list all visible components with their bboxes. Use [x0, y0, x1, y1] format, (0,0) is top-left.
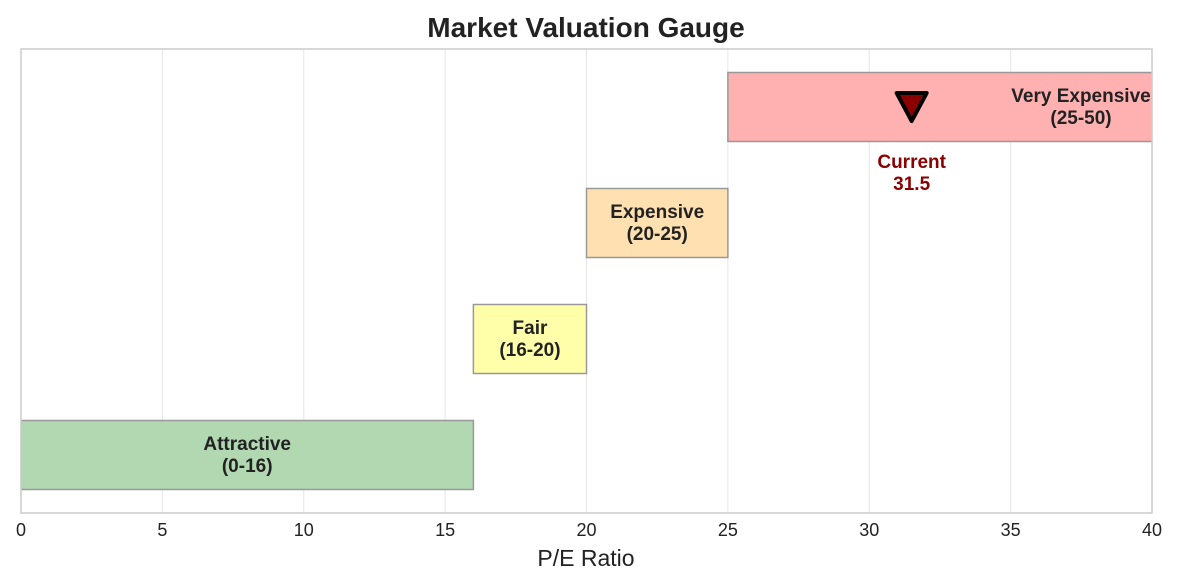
x-tick-label-4: 20	[576, 520, 596, 540]
x-tick-label-0: 0	[16, 520, 26, 540]
plot-frame	[20, 48, 1153, 514]
band-range-very-expensive: (25-50)	[1050, 108, 1111, 129]
band-name-attractive: Attractive	[203, 434, 291, 455]
x-tick-label-6: 30	[859, 520, 879, 540]
x-tick-label-5: 25	[718, 520, 738, 540]
x-axis-label: P/E Ratio	[537, 545, 634, 571]
band-name-fair: Fair	[513, 318, 548, 339]
x-tick-label-1: 5	[157, 520, 167, 540]
x-tick-label-3: 15	[435, 520, 455, 540]
current-marker-value: 31.5	[893, 174, 930, 195]
band-bar-attractive	[21, 419, 475, 491]
band-name-very-expensive: Very Expensive	[1011, 86, 1150, 107]
current-marker-triangle	[894, 91, 929, 123]
band-range-expensive: (20-25)	[627, 224, 688, 245]
band-name-expensive: Expensive	[610, 202, 704, 223]
band-labels: Attractive(0-16) Fair(16-20) Expensive(20-…	[203, 86, 1150, 477]
band-range-fair: (16-20)	[499, 340, 560, 361]
x-axis-ticks: 0 5 10 15 20 25 30 35 40	[16, 520, 1162, 540]
valuation-bands	[21, 71, 1152, 491]
chart-title: Market Valuation Gauge	[427, 12, 744, 43]
x-tick-label-8: 40	[1142, 520, 1162, 540]
x-tick-label-7: 35	[1001, 520, 1021, 540]
band-bar-very-expensive	[727, 71, 1152, 143]
current-marker-label: Current	[877, 152, 946, 173]
band-range-attractive: (0-16)	[222, 456, 273, 477]
band-bar-fair	[472, 303, 588, 375]
x-tick-label-2: 10	[294, 520, 314, 540]
band-bar-expensive	[585, 187, 729, 259]
